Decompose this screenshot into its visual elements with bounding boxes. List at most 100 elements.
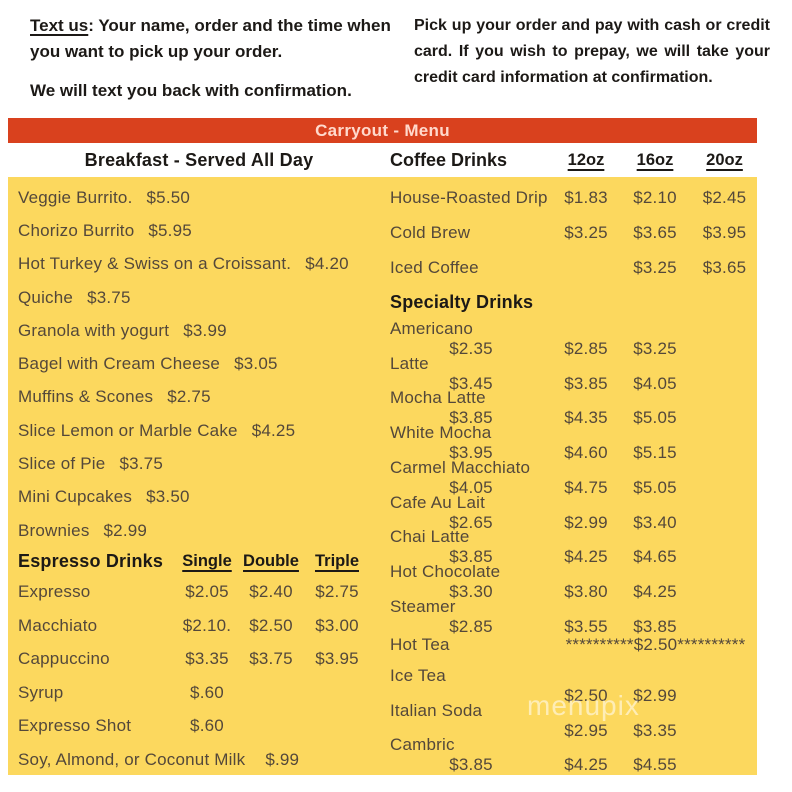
price-20oz: $3.35 (633, 720, 677, 740)
price-single: $.60 (190, 716, 224, 736)
instructions-section: Text us: Your name, order and the time w… (0, 0, 792, 118)
item-name: White Mocha (390, 423, 492, 443)
price-single: $.60 (190, 682, 224, 702)
price-16oz: $4.25 (564, 755, 608, 775)
breakfast-item-row: Quiche $3.75 (18, 281, 390, 314)
section-headers-row: Breakfast - Served All Day Coffee Drinks… (8, 143, 757, 177)
breakfast-section-title: Breakfast - Served All Day (84, 149, 314, 170)
price-20oz: $5.15 (633, 443, 677, 463)
item-name: Ice Tea (390, 665, 446, 685)
price-12oz: $3.45 (449, 373, 493, 393)
price-16oz: $2.10 (633, 188, 677, 208)
espresso-item-row: Macchiato $2.10. $2.50 $3.00 (18, 609, 390, 643)
price-20oz: $3.65 (702, 257, 747, 277)
coffee-section-title: Coffee Drinks (390, 149, 508, 170)
price-16oz: $3.80 (564, 581, 608, 601)
espresso-section-title: Espresso Drinks (18, 550, 164, 571)
breakfast-espresso-column: Veggie Burrito. $5.50 Chorizo Burrito $5… (8, 177, 390, 775)
coffee-item-row: House-Roasted Drip $1.83 $2.10 $2.45 (390, 181, 757, 216)
menu-panel: Veggie Burrito. $5.50 Chorizo Burrito $5… (8, 177, 757, 775)
espresso-item-row: Expresso $2.05 $2.40 $2.75 (18, 575, 390, 609)
item-price: $2.75 (167, 387, 211, 407)
espresso-item-row: Expresso Shot $.60 (18, 710, 390, 744)
price-20oz: $3.85 (633, 616, 677, 636)
price-12oz: $3.85 (449, 547, 493, 567)
carryout-menu-banner: Carryout - Menu (8, 118, 757, 143)
item-name: Muffins & Scones (18, 387, 154, 407)
price-16oz: $3.55 (564, 616, 608, 636)
item-name: Quiche (18, 287, 74, 307)
breakfast-list: Veggie Burrito. $5.50 Chorizo Burrito $5… (18, 181, 390, 547)
specialty-item-row: Mocha Latte $3.85 $4.35 $5.05 (390, 388, 757, 427)
price-16oz: $4.25 (564, 547, 608, 567)
confirmation-line: We will text you back with confirmation. (30, 81, 352, 100)
price-16oz: $2.99 (564, 512, 608, 532)
price-20oz: $2.99 (633, 685, 677, 705)
breakfast-item-row: Muffins & Scones $2.75 (18, 381, 390, 414)
specialty-item-row: Cafe Au Lait $2.65 $2.99 $3.40 (390, 493, 757, 532)
item-name: Americano (390, 319, 474, 339)
item-price: $3.50 (146, 487, 190, 507)
column-header-triple: Triple (314, 551, 359, 570)
specialty-item-row: Americano $2.35 $2.85 $3.25 (390, 319, 757, 358)
price-12oz: $2.35 (449, 339, 493, 359)
price-12oz: $3.85 (449, 755, 493, 775)
price-16oz: $4.75 (564, 477, 608, 497)
price-20oz: $3.25 (633, 339, 677, 359)
breakfast-item-row: Hot Turkey & Swiss on a Croissant. $4.20 (18, 248, 390, 281)
breakfast-item-row: Chorizo Burrito $5.95 (18, 214, 390, 247)
price-12oz: $3.30 (449, 581, 493, 601)
price-16oz: $3.25 (633, 257, 677, 277)
price-single: $2.05 (185, 582, 229, 602)
breakfast-item-row: Veggie Burrito. $5.50 (18, 181, 390, 214)
text-us-line: Text us: Your name, order and the time w… (30, 13, 394, 65)
item-name: Hot Tea (390, 634, 450, 654)
price-20oz: $4.55 (633, 755, 677, 775)
item-name: Steamer (390, 596, 456, 616)
specialty-item-row: Hot Chocolate $3.30 $3.80 $4.25 (390, 561, 757, 601)
item-name: Chai Latte (390, 527, 470, 547)
coffee-drinks-list: House-Roasted Drip $1.83 $2.10 $2.45 Col… (390, 181, 757, 285)
item-name: Expresso Shot (18, 716, 132, 736)
price-16oz: $3.85 (564, 373, 608, 393)
price-12oz: $2.85 (449, 616, 493, 636)
price-12oz: $3.95 (449, 443, 493, 463)
specialty-item-row: Hot Tea **********$2.50********** (390, 631, 757, 666)
price-20oz: $5.05 (633, 408, 677, 428)
price-triple: $3.95 (315, 649, 359, 669)
breakfast-item-row: Mini Cupcakes $3.50 (18, 481, 390, 514)
item-name: Veggie Burrito. (18, 187, 133, 207)
item-price: $4.20 (305, 254, 349, 274)
specialty-item-row: Italian Soda $2.95 $3.35 (390, 700, 757, 740)
item-name: Carmel Macchiato (390, 457, 531, 477)
item-name: Mini Cupcakes (18, 487, 133, 507)
price-16oz: $3.65 (633, 223, 677, 243)
size-header-16oz: 16oz (636, 150, 674, 169)
pickup-payment-note: Pick up your order and pay with cash or … (414, 17, 770, 86)
item-price: $3.05 (234, 354, 278, 374)
price-16oz: $2.85 (564, 339, 608, 359)
item-name: Italian Soda (390, 700, 483, 720)
price-16oz: $2.95 (564, 720, 608, 740)
column-header-single: Single (182, 551, 232, 570)
specialty-section-title: Specialty Drinks (390, 291, 534, 312)
item-price: $.99 (265, 749, 300, 769)
price-20oz: $4.05 (633, 373, 677, 393)
price-20oz: $4.25 (633, 581, 677, 601)
specialty-item-row: White Mocha $3.95 $4.60 $5.15 (390, 423, 757, 462)
item-name: Brownies (18, 520, 90, 540)
item-name: Latte (390, 353, 429, 373)
price-12oz: $3.85 (449, 408, 493, 428)
item-name: Expresso (18, 582, 91, 602)
milk-substitute-row: Soy, Almond, or Coconut Milk $.99 (18, 743, 390, 776)
breakfast-item-row: Granola with yogurt $3.99 (18, 314, 390, 347)
price-12oz: $4.05 (449, 477, 493, 497)
item-price: $5.95 (148, 220, 192, 240)
item-name: Bagel with Cream Cheese (18, 354, 221, 374)
item-price: $4.25 (251, 420, 296, 440)
price-16oz: $4.35 (564, 408, 608, 428)
item-name: Hot Turkey & Swiss on a Croissant. (18, 254, 292, 274)
item-name: Hot Chocolate (390, 561, 501, 581)
price-double: $2.40 (249, 582, 293, 602)
coffee-item-row: Iced Coffee $3.25 $3.65 (390, 250, 757, 285)
